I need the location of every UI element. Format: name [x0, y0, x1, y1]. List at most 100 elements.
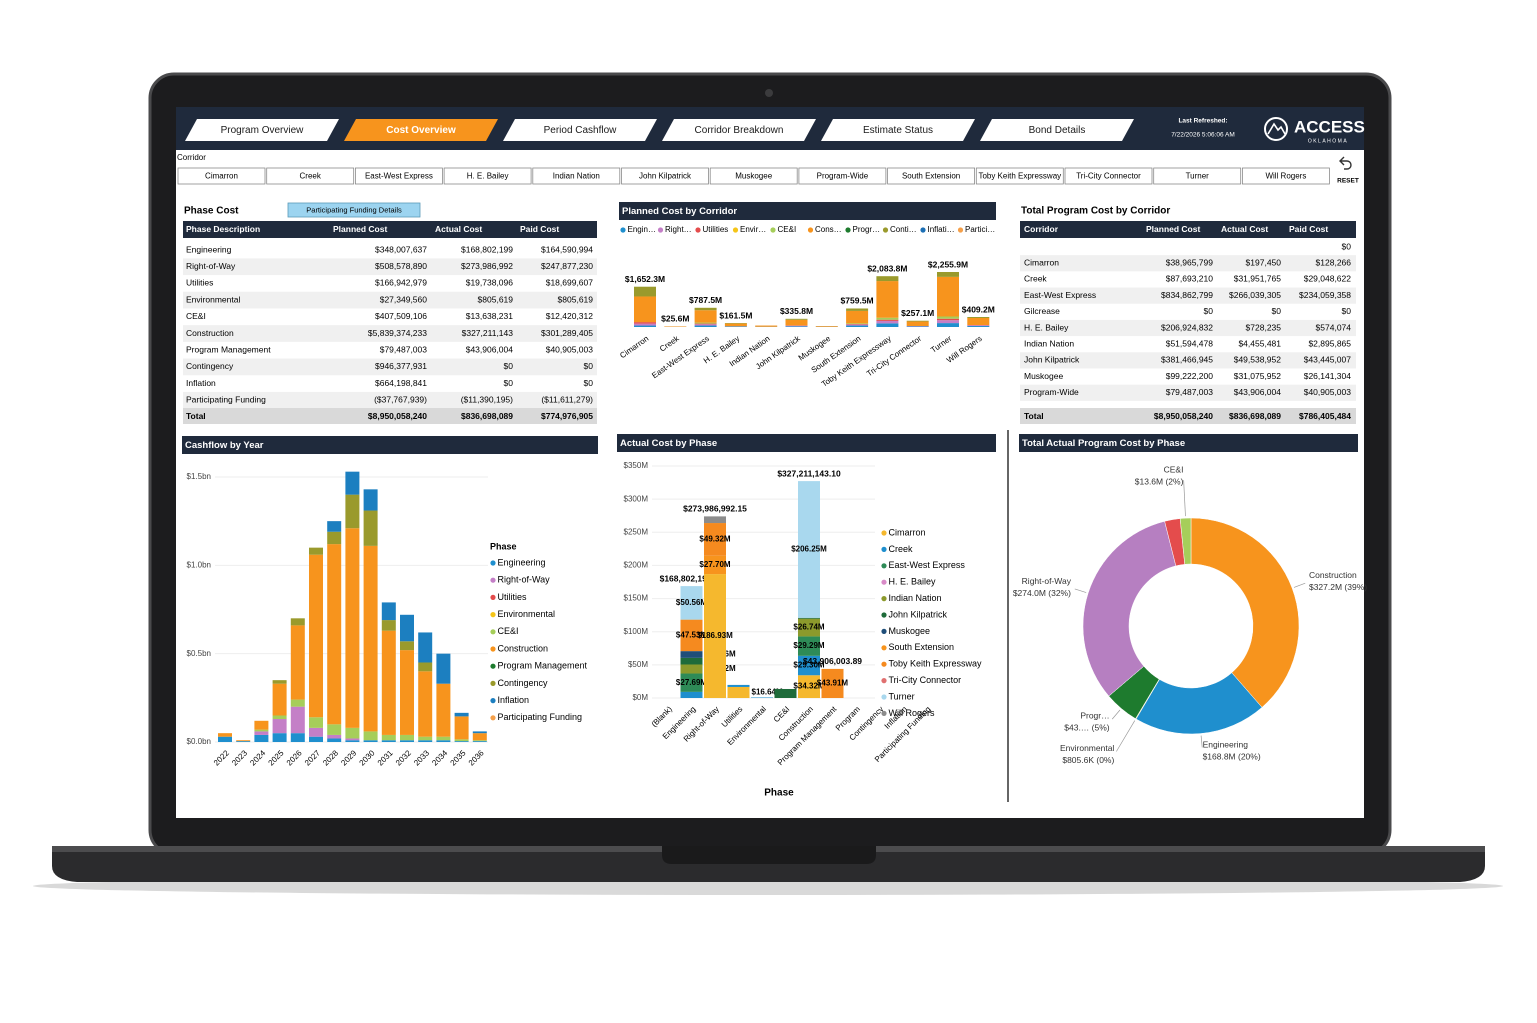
row-band — [183, 391, 597, 409]
nav-tab[interactable] — [503, 119, 657, 141]
bar-segment — [218, 733, 232, 737]
bar-segment — [785, 318, 808, 320]
table-cell: $234,059,358 — [1299, 290, 1351, 300]
table-cell: Program-Wide — [1024, 387, 1079, 397]
reset-icon[interactable] — [1339, 156, 1352, 170]
total-cell: $836,698,089 — [461, 411, 513, 421]
slicer-option[interactable]: Program-Wide — [817, 172, 869, 181]
bar-segment — [309, 727, 323, 737]
slicer-button[interactable] — [975, 167, 1064, 185]
bar-segment — [472, 733, 487, 741]
legend-label: Environmental — [498, 609, 556, 619]
table-title: Total Program Cost by Corridor — [1021, 206, 1170, 217]
legend-label: Contingency — [498, 678, 549, 688]
slicer-option[interactable]: Creek — [300, 172, 322, 181]
slicer-option[interactable]: Cimarron — [205, 172, 238, 181]
table-cell: $0 — [584, 361, 594, 371]
bar-segment — [472, 731, 487, 734]
legend-label: Muskogee — [889, 626, 931, 636]
legend-label: Construction — [498, 643, 549, 653]
slicer-button[interactable] — [887, 167, 975, 185]
table-header — [183, 221, 597, 238]
slicer-option[interactable]: Toby Keith Expressway — [978, 172, 1061, 181]
bar-segment — [634, 323, 656, 326]
bar-segment — [876, 276, 899, 282]
bar-segment — [327, 738, 342, 742]
legend-swatch — [490, 577, 496, 583]
bar-segment — [694, 322, 717, 324]
bar-segment — [381, 630, 396, 735]
slicer-button[interactable] — [443, 167, 532, 185]
nav-tab-label[interactable]: Estimate Status — [863, 125, 933, 136]
table-cell: Environmental — [186, 294, 240, 304]
nav-tab[interactable] — [821, 119, 975, 141]
slicer-button[interactable] — [709, 167, 798, 185]
total-label: $2,083.8M — [867, 263, 907, 273]
slicer-option[interactable]: Indian Nation — [553, 172, 600, 181]
legend-label: Inflation — [498, 695, 530, 705]
slicer-option[interactable]: Turner — [1186, 172, 1210, 181]
slicer-button[interactable] — [1064, 167, 1153, 185]
bar-segment — [906, 320, 929, 322]
nav-tab-label[interactable]: Corridor Breakdown — [695, 125, 784, 136]
legend-label: Right… — [665, 225, 692, 234]
nav-tab-label[interactable]: Program Overview — [221, 125, 305, 136]
table-cell: $18,699,607 — [546, 278, 594, 288]
slicer-button[interactable] — [621, 167, 709, 185]
bar-segment — [400, 614, 414, 642]
bar-segment — [454, 712, 469, 717]
legend-label: Cons… — [815, 225, 842, 234]
table-cell: $2,895,865 — [1308, 338, 1351, 348]
funding-button-label[interactable]: Participating Funding Details — [306, 205, 402, 214]
slicer-option[interactable]: South Extension — [902, 172, 960, 181]
bar-segment — [704, 516, 726, 524]
slicer-option[interactable]: John Kilpatrick — [639, 172, 692, 181]
slicer-button[interactable] — [532, 167, 621, 185]
nav-tab-label[interactable]: Period Cashflow — [544, 125, 618, 136]
bar-segment — [418, 632, 433, 663]
bar-segment — [254, 734, 269, 742]
slicer-option[interactable]: Will Rogers — [1265, 172, 1306, 181]
nav-tab-label[interactable]: Cost Overview — [386, 125, 456, 136]
nav-tab[interactable] — [185, 119, 339, 141]
bar-segment — [937, 272, 959, 277]
legend-swatch — [881, 694, 887, 700]
table-cell: $168,802,199 — [461, 244, 513, 254]
bar-segment — [400, 740, 414, 742]
nav-tab[interactable] — [980, 119, 1134, 141]
bar-segment — [937, 316, 959, 319]
table-cell: $327,211,143 — [462, 328, 514, 338]
table-cell: $27,349,560 — [380, 294, 428, 304]
nav-tab-label[interactable]: Bond Details — [1029, 125, 1086, 136]
bar-segment — [798, 675, 820, 698]
slicer-option[interactable]: H. E. Bailey — [467, 172, 509, 181]
column-header: Planned Cost — [1146, 224, 1200, 234]
bar-segment — [906, 321, 929, 327]
funding-button[interactable] — [287, 202, 421, 218]
slicer-option[interactable]: Muskogee — [735, 172, 772, 181]
slicer-button[interactable] — [1153, 167, 1242, 185]
table-cell: $164,590,994 — [541, 244, 593, 254]
chart-title-bar — [619, 202, 996, 220]
slicer-option[interactable]: East-West Express — [365, 172, 433, 181]
table-cell: Indian Nation — [1024, 338, 1074, 348]
table-cell: $128,266 — [1316, 257, 1352, 267]
slicer-button[interactable] — [266, 167, 355, 185]
slicer-option[interactable]: Tri-City Connector — [1076, 172, 1141, 181]
slicer-button[interactable] — [798, 167, 887, 185]
slicer-button[interactable] — [354, 167, 443, 185]
total-row — [183, 408, 597, 424]
nav-tab[interactable] — [344, 119, 498, 141]
slicer-button[interactable] — [1242, 167, 1330, 185]
bar-segment — [846, 325, 869, 327]
table-cell: East-West Express — [1024, 290, 1096, 300]
legend-label: Tri-City Connector — [889, 675, 962, 685]
table-cell: $26,141,304 — [1304, 371, 1352, 381]
slicer-button[interactable] — [177, 167, 266, 185]
table-cell: $49,538,952 — [1234, 355, 1282, 365]
bar-segment — [680, 691, 703, 698]
bar-segment — [727, 684, 750, 687]
bar-segment — [345, 727, 360, 739]
nav-tab[interactable] — [662, 119, 816, 141]
reset-label[interactable]: RESET — [1337, 178, 1359, 185]
